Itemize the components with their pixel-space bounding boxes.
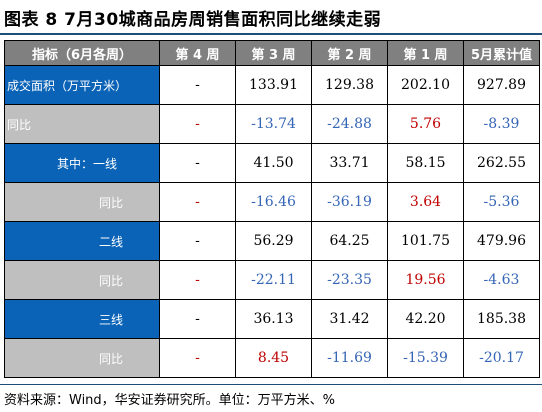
row-label: 同比 xyxy=(4,104,160,144)
table-cell: -16.46 xyxy=(235,182,312,222)
header-row: 指标（6月各周） 第 4 周 第 3 周 第 2 周 第 1 周 5月累计值 xyxy=(4,40,540,66)
row-label: 同比 xyxy=(4,338,160,378)
table-cell: - xyxy=(159,104,236,144)
row-label: 同比 xyxy=(4,260,160,300)
source-note: 资料来源：Wind，华安证券研究所。单位：万平方米、% xyxy=(4,393,336,408)
table-cell: 202.10 xyxy=(387,65,464,105)
table-cell: 31.42 xyxy=(311,299,388,339)
table-cell: - xyxy=(159,260,236,300)
table-cell: - xyxy=(159,65,236,105)
source-divider xyxy=(0,384,542,385)
header-may-total: 5月累计值 xyxy=(463,40,540,66)
table-cell: 101.75 xyxy=(387,221,464,261)
header-indicator: 指标（6月各周） xyxy=(4,40,160,66)
table-cell: 19.56 xyxy=(387,260,464,300)
table-cell: 64.25 xyxy=(311,221,388,261)
table-row: 同比 -8.45 -11.69 -15.39 -20.17 xyxy=(4,338,540,378)
table-cell: - xyxy=(159,182,236,222)
table-cell: -23.35 xyxy=(311,260,388,300)
table-cell: -8.39 xyxy=(463,104,540,144)
table-cell: 479.96 xyxy=(463,221,540,261)
table-cell: - xyxy=(159,221,236,261)
table-cell: -5.36 xyxy=(463,182,540,222)
table-row: 成交面积（万平方米） -133.91 129.38 202.10 927.89 xyxy=(4,65,540,105)
header-week4: 第 4 周 xyxy=(159,40,236,66)
table-row: 其中：一线 -41.50 33.71 58.15 262.55 xyxy=(4,143,540,183)
table-cell: -4.63 xyxy=(463,260,540,300)
table-cell: -24.88 xyxy=(311,104,388,144)
table-cell: 56.29 xyxy=(235,221,312,261)
table-row: 同比 - -13.74 -24.88 5.76 -8.39 xyxy=(4,104,540,144)
figure-title: 图表 8 7月30城商品房周销售面积同比继续走弱 xyxy=(4,10,382,30)
table-row: 三线 -36.13 31.42 42.20 185.38 xyxy=(4,299,540,339)
table-cell: 58.15 xyxy=(387,143,464,183)
table-cell: 36.13 xyxy=(235,299,312,339)
table-cell: 42.20 xyxy=(387,299,464,339)
table-cell: - xyxy=(159,143,236,183)
table-cell: -11.69 xyxy=(311,338,388,378)
header-week1: 第 1 周 xyxy=(387,40,464,66)
table-cell: -15.39 xyxy=(387,338,464,378)
table-cell: 5.76 xyxy=(387,104,464,144)
header-week2: 第 2 周 xyxy=(311,40,388,66)
table-cell: 185.38 xyxy=(463,299,540,339)
table-row: 同比 - -22.11 -23.35 19.56 -4.63 xyxy=(4,260,540,300)
table-row: 二线 -56.29 64.25 101.75 479.96 xyxy=(4,221,540,261)
row-label: 同比 xyxy=(4,182,160,222)
table-cell: -20.17 xyxy=(463,338,540,378)
table-cell: 3.64 xyxy=(387,182,464,222)
table-row: 同比 - -16.46 -36.19 3.64 -5.36 xyxy=(4,182,540,222)
table-cell: - xyxy=(159,299,236,339)
row-label: 成交面积（万平方米） xyxy=(4,65,160,105)
title-divider xyxy=(0,33,542,35)
row-label: 二线 xyxy=(4,221,160,261)
row-label: 三线 xyxy=(4,299,160,339)
table-cell: 927.89 xyxy=(463,65,540,105)
row-label: 其中：一线 xyxy=(4,143,160,183)
header-week3: 第 3 周 xyxy=(235,40,312,66)
table-cell: 129.38 xyxy=(311,65,388,105)
table-cell: 41.50 xyxy=(235,143,312,183)
table-cell: -22.11 xyxy=(235,260,312,300)
table-cell: 8.45 xyxy=(235,338,312,378)
table-cell: 33.71 xyxy=(311,143,388,183)
table-cell: 133.91 xyxy=(235,65,312,105)
table-cell: - xyxy=(159,338,236,378)
sales-table: 指标（6月各周） 第 4 周 第 3 周 第 2 周 第 1 周 5月累计值 成… xyxy=(4,40,540,378)
table-cell: 262.55 xyxy=(463,143,540,183)
table-cell: -13.74 xyxy=(235,104,312,144)
table-cell: -36.19 xyxy=(311,182,388,222)
